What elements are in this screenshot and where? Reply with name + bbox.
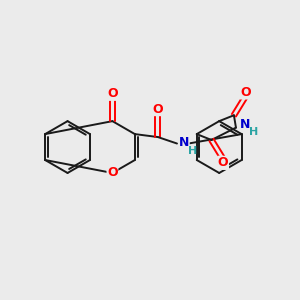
Text: O: O [218, 156, 229, 169]
Text: O: O [152, 103, 163, 116]
Text: N: N [239, 118, 250, 130]
Text: H: H [188, 146, 197, 156]
Text: O: O [107, 87, 118, 100]
Text: N: N [179, 136, 189, 149]
Text: O: O [240, 86, 251, 99]
Text: H: H [249, 127, 258, 137]
Text: O: O [107, 167, 118, 179]
